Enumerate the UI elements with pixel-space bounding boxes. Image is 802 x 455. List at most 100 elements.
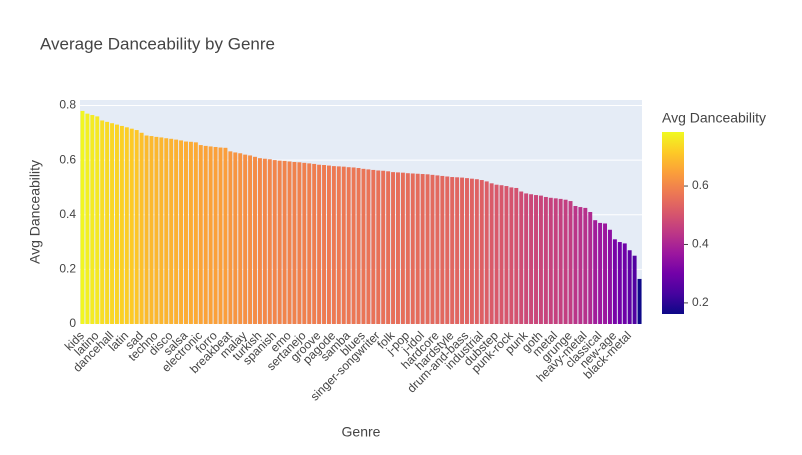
bar — [312, 163, 317, 324]
bar — [203, 145, 208, 324]
bar — [292, 162, 297, 324]
bar — [218, 147, 223, 324]
bar — [174, 139, 179, 324]
bar — [391, 172, 396, 324]
bar — [627, 250, 632, 324]
bar — [351, 167, 356, 324]
bar — [233, 152, 238, 324]
bar — [248, 155, 253, 324]
bar — [159, 137, 164, 324]
bar — [509, 187, 514, 324]
bar — [504, 186, 509, 324]
bar — [253, 156, 257, 324]
bar — [450, 177, 455, 324]
bar — [164, 138, 169, 324]
bar — [607, 229, 612, 324]
bar — [346, 167, 351, 324]
bar — [184, 141, 188, 324]
bar — [223, 147, 228, 324]
y-tick-label: 0.8 — [59, 98, 76, 112]
bar — [198, 145, 203, 324]
bar — [538, 195, 543, 324]
bar — [361, 168, 366, 324]
bar — [381, 170, 386, 324]
bar — [396, 172, 400, 324]
bar — [563, 199, 568, 324]
bar — [474, 179, 479, 324]
bar — [100, 120, 105, 324]
bar — [410, 173, 415, 324]
bar — [179, 140, 184, 324]
bar — [317, 164, 322, 324]
bar — [228, 151, 233, 324]
bar — [583, 207, 588, 324]
bar — [622, 243, 627, 324]
bar — [405, 173, 410, 324]
bar — [110, 123, 115, 324]
bar — [213, 146, 218, 324]
bar — [302, 162, 307, 324]
bar — [105, 121, 110, 324]
bar — [460, 177, 465, 324]
bar — [435, 175, 440, 324]
bar — [499, 185, 504, 324]
bar — [336, 166, 341, 324]
colorbar — [662, 132, 684, 314]
bar — [90, 115, 95, 325]
bar — [529, 194, 534, 324]
bar — [578, 207, 583, 324]
bar — [115, 124, 119, 325]
bar — [169, 138, 174, 324]
bar — [134, 130, 139, 324]
bar — [469, 178, 474, 324]
bar — [553, 198, 558, 324]
bar — [262, 158, 267, 324]
bar — [479, 180, 484, 324]
bar — [415, 173, 420, 324]
bar — [445, 176, 450, 324]
bar — [430, 174, 435, 324]
bar — [612, 239, 617, 324]
bar — [558, 198, 563, 324]
colorbar-tick-label: 0.6 — [692, 178, 709, 192]
bar — [465, 178, 469, 324]
bar — [400, 172, 405, 324]
bar — [282, 160, 287, 324]
bar — [80, 110, 85, 325]
bar — [534, 195, 538, 324]
bar — [95, 116, 100, 324]
bar — [238, 153, 243, 324]
bar — [543, 196, 548, 324]
bar — [326, 165, 331, 324]
bar — [85, 113, 90, 324]
bar — [420, 174, 425, 324]
bar — [573, 205, 578, 324]
bar — [129, 128, 134, 324]
bar — [243, 154, 248, 324]
bar — [637, 278, 642, 324]
bar — [455, 177, 460, 324]
colorbar-tick-label: 0.4 — [692, 237, 709, 251]
bar — [144, 135, 149, 324]
bar — [548, 197, 553, 324]
chart-title: Average Danceability by Genre — [40, 34, 275, 53]
bar — [425, 174, 430, 324]
bar — [386, 171, 391, 324]
bar — [440, 175, 445, 324]
bar — [297, 162, 302, 324]
bar — [356, 168, 361, 324]
bar — [341, 166, 346, 324]
y-tick-label: 0.6 — [59, 152, 76, 166]
x-axis-title: Genre — [342, 424, 381, 440]
bar — [593, 220, 598, 324]
bar — [484, 181, 489, 324]
bar — [598, 222, 603, 324]
bar — [277, 160, 282, 324]
bar — [208, 146, 213, 324]
bar — [322, 165, 326, 324]
y-tick-label: 0.2 — [59, 262, 76, 276]
colorbar-title: Avg Danceability — [662, 110, 766, 126]
bar — [119, 125, 124, 324]
bar — [188, 141, 193, 324]
